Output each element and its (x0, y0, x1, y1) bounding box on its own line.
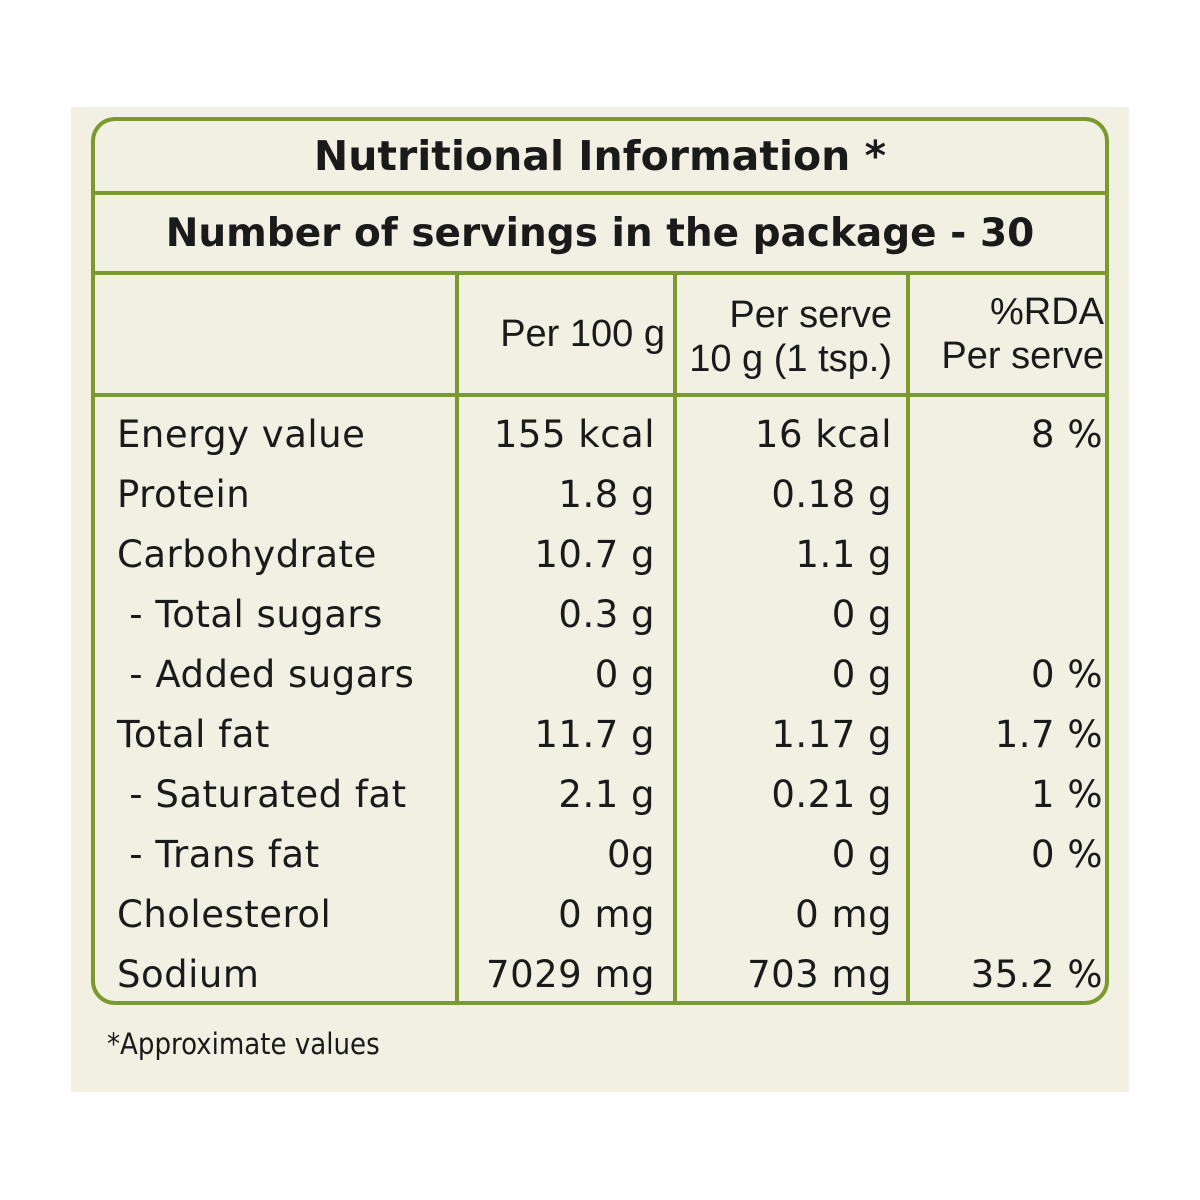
nutrient-name: Total fat (117, 713, 270, 756)
per-100g-value: 1.8 g (558, 473, 655, 516)
per-serve-value: 0 g (831, 833, 892, 876)
per-100g-value: 2.1 g (558, 773, 655, 816)
nutrient-name: Carbohydrate (117, 533, 377, 576)
nutrient-name: Energy value (117, 413, 366, 456)
header-per-serve-label: Per serve (729, 294, 892, 336)
per-serve-value: 1.17 g (771, 713, 892, 756)
header-per-serve: Per serve 10 g (1 tsp.) (677, 275, 892, 393)
servings-count: Number of servings in the package - 30 (95, 195, 1105, 275)
nutrient-name: - Saturated fat (117, 773, 407, 816)
per-100g-value: 155 kcal (493, 413, 655, 456)
column-divider (455, 275, 459, 1001)
nutrient-name: Cholesterol (117, 893, 332, 936)
per-serve-value: 0 mg (795, 893, 892, 936)
per-serve-value: 0.18 g (771, 473, 892, 516)
rda-value: 1.7 % (994, 713, 1103, 756)
nutrient-name: Sodium (117, 953, 260, 996)
per-serve-value: 16 kcal (754, 413, 892, 456)
rda-value: 35.2 % (970, 953, 1103, 996)
header-rda-per-serve: Per serve (941, 335, 1104, 377)
per-100g-value: 0 g (594, 653, 655, 696)
nutrition-table: Nutritional Information * Number of serv… (91, 117, 1109, 1005)
nutrient-name: Protein (117, 473, 251, 516)
per-100g-value: 0 mg (558, 893, 655, 936)
footnote: *Approximate values (107, 1027, 380, 1061)
nutrition-label: Nutritional Information * Number of serv… (71, 107, 1129, 1092)
nutrient-name: - Trans fat (117, 833, 320, 876)
rda-value (910, 885, 1103, 945)
nutrient-name: - Added sugars (117, 653, 415, 696)
per-100g-value: 7029 mg (486, 953, 655, 996)
per-serve-value: 1.1 g (795, 533, 892, 576)
header-serve-size: 10 g (1 tsp.) (689, 338, 892, 380)
per-serve-value: 0.21 g (771, 773, 892, 816)
header-rda: %RDA Per serve (910, 275, 1104, 393)
header-per-100g: Per 100 g (459, 275, 665, 393)
nutrient-name: - Total sugars (117, 593, 383, 636)
rda-value (910, 525, 1103, 585)
header-divider (95, 393, 1105, 397)
nutrient-names: Energy value Protein Carbohydrate - Tota… (117, 405, 415, 1001)
per-100g-value: 11.7 g (534, 713, 655, 756)
rda-value: 1 % (1031, 773, 1103, 816)
nutrient-grid: Per 100 g Per serve 10 g (1 tsp.) %RDA P… (95, 275, 1105, 1001)
per-100g-value: 0g (606, 833, 655, 876)
per-serve-value: 0 g (831, 593, 892, 636)
rda-value: 0 % (1031, 653, 1103, 696)
rda-values: 8 % 0 % 1.7 % 1 % 0 % 35.2 % (910, 405, 1103, 1001)
column-divider (906, 275, 910, 1001)
rda-value: 8 % (1031, 413, 1103, 456)
rda-value (910, 465, 1103, 525)
per-serve-values: 16 kcal 0.18 g 1.1 g 0 g 0 g 1.17 g 0.21… (677, 405, 892, 1001)
per-100g-values: 155 kcal 1.8 g 10.7 g 0.3 g 0 g 11.7 g 2… (459, 405, 655, 1001)
header-per-100g-label: Per 100 g (500, 313, 665, 355)
rda-value: 0 % (1031, 833, 1103, 876)
table-title: Nutritional Information * (95, 121, 1105, 195)
per-100g-value: 0.3 g (558, 593, 655, 636)
per-serve-value: 703 mg (747, 953, 892, 996)
column-divider (673, 275, 677, 1001)
per-100g-value: 10.7 g (534, 533, 655, 576)
rda-value (910, 585, 1103, 645)
header-rda-label: %RDA (989, 291, 1104, 333)
per-serve-value: 0 g (831, 653, 892, 696)
